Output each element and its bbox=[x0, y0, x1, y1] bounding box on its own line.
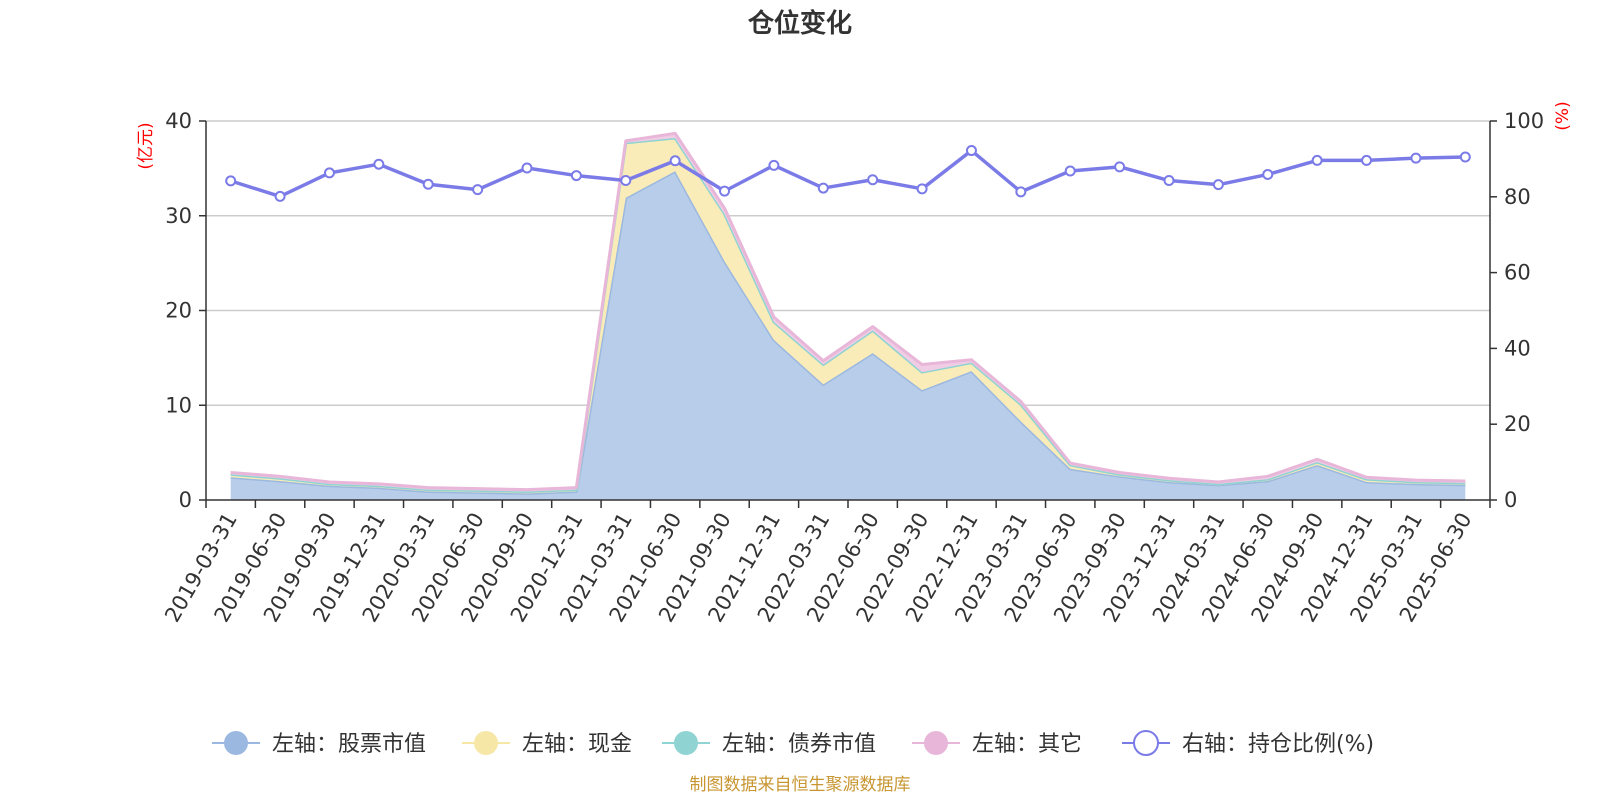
legend-item: 左轴：股票市值 bbox=[212, 731, 426, 757]
legend-swatch-marker bbox=[924, 731, 948, 755]
area-series-0 bbox=[230, 171, 1466, 500]
left-axis-unit: (亿元) bbox=[136, 122, 156, 169]
holding-ratio-point bbox=[225, 175, 237, 187]
right-axis-tick-label: 40 bbox=[1504, 336, 1531, 360]
legend-label: 左轴：现金 bbox=[522, 732, 632, 757]
left-axis-tick-label: 40 bbox=[165, 109, 192, 133]
holding-ratio-point bbox=[1262, 168, 1274, 180]
holding-ratio-line bbox=[225, 145, 1471, 202]
data-source-note: 制图数据来自恒生聚源数据库 bbox=[690, 775, 911, 795]
holding-ratio-point bbox=[1015, 186, 1027, 198]
holding-ratio-point bbox=[719, 185, 731, 197]
holding-ratio-point bbox=[768, 159, 780, 171]
holding-ratio-point bbox=[373, 158, 385, 170]
holding-ratio-point bbox=[323, 167, 335, 179]
left-axis-tick-label: 20 bbox=[165, 299, 192, 323]
right-axis-tick-label: 20 bbox=[1504, 412, 1531, 436]
holding-ratio-point bbox=[1410, 152, 1422, 164]
legend-label: 左轴：债券市值 bbox=[722, 732, 876, 757]
legend-label: 右轴：持仓比例(%) bbox=[1182, 732, 1374, 757]
legend: 左轴：股票市值 左轴：现金 左轴：债券市值 左轴：其它 右轴：持仓比例(%) bbox=[212, 730, 1374, 757]
legend-swatch-marker bbox=[1133, 730, 1159, 756]
holding-ratio-point bbox=[472, 184, 484, 196]
legend-item: 右轴：持仓比例(%) bbox=[1122, 730, 1374, 757]
holding-ratio-point bbox=[669, 155, 681, 167]
right-axis-tick-label: 60 bbox=[1504, 261, 1531, 285]
legend-swatch-marker bbox=[224, 731, 248, 755]
holding-ratio-point bbox=[570, 170, 582, 182]
holding-ratio-point bbox=[817, 182, 829, 194]
right-axis-tick-label: 80 bbox=[1504, 185, 1531, 209]
holding-ratio-path bbox=[230, 148, 1466, 199]
holding-ratio-point bbox=[1311, 154, 1323, 166]
right-axis-tick-label: 100 bbox=[1504, 109, 1544, 133]
holding-ratio-point bbox=[1114, 161, 1126, 173]
holding-ratio-point bbox=[916, 183, 928, 195]
right-axis-unit: (%) bbox=[1553, 101, 1573, 130]
legend-swatch-marker bbox=[674, 731, 698, 755]
holding-ratio-point bbox=[1459, 151, 1471, 163]
holding-ratio-point bbox=[620, 175, 632, 187]
left-axis-tick-label: 30 bbox=[165, 204, 192, 228]
holding-ratio-point bbox=[965, 145, 977, 157]
left-axis-tick-label: 0 bbox=[179, 488, 192, 512]
holding-ratio-point bbox=[1212, 179, 1224, 191]
holding-ratio-point bbox=[867, 174, 879, 186]
legend-swatch-marker bbox=[474, 731, 498, 755]
right-axis-tick-label: 0 bbox=[1504, 488, 1517, 512]
legend-item: 左轴：其它 bbox=[912, 731, 1082, 757]
legend-item: 左轴：债券市值 bbox=[662, 731, 876, 757]
holding-ratio-point bbox=[422, 178, 434, 190]
holding-ratio-point bbox=[1361, 154, 1373, 166]
left-axis-tick-label: 10 bbox=[165, 393, 192, 417]
legend-item: 左轴：现金 bbox=[462, 731, 632, 757]
chart-title: 仓位变化 bbox=[747, 8, 852, 39]
holding-ratio-point bbox=[521, 162, 533, 174]
legend-label: 左轴：其它 bbox=[972, 732, 1082, 757]
holding-ratio-point bbox=[274, 190, 286, 202]
legend-label: 左轴：股票市值 bbox=[272, 732, 426, 757]
holding-ratio-point bbox=[1163, 175, 1175, 187]
stacked-areas bbox=[230, 131, 1466, 500]
holding-ratio-point bbox=[1064, 165, 1076, 177]
area-edge-series-3 bbox=[230, 131, 1466, 492]
area-edge-series-0 bbox=[230, 169, 1466, 495]
